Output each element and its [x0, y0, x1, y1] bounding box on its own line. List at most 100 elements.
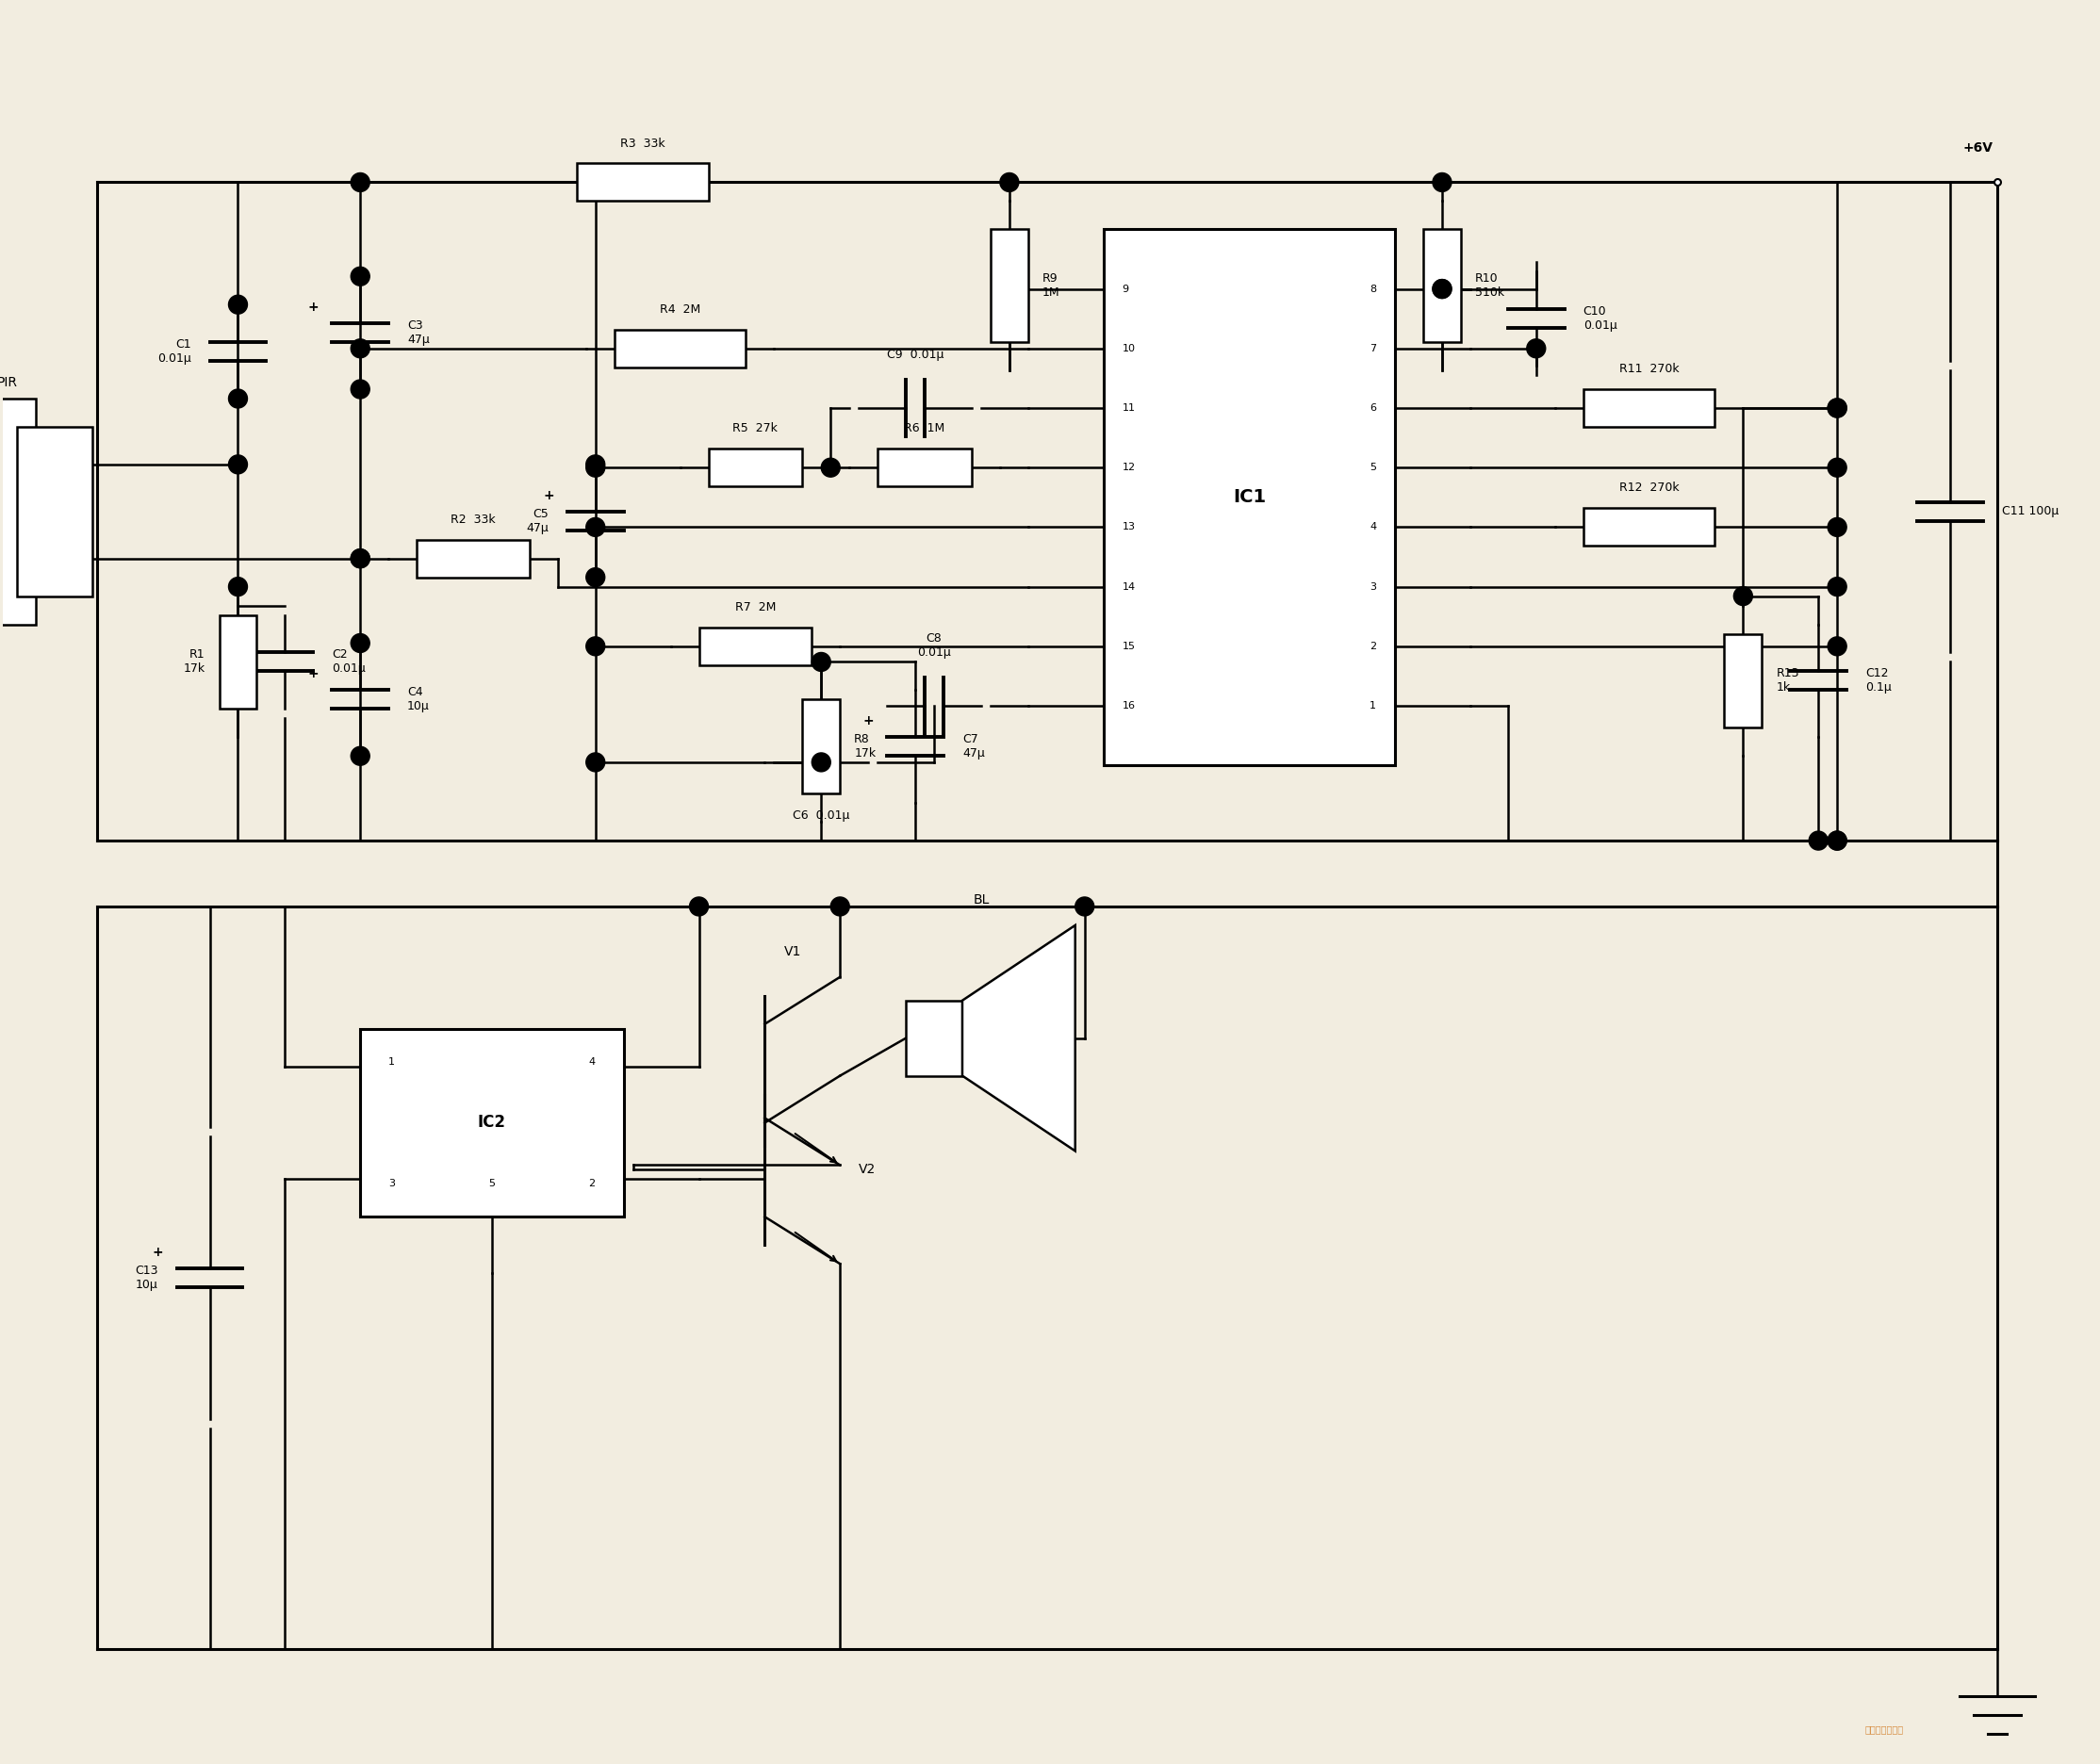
Text: R10
510k: R10 510k: [1474, 273, 1504, 298]
Bar: [991, 229, 1029, 342]
Circle shape: [351, 173, 370, 192]
Text: R1
17k: R1 17k: [183, 649, 206, 676]
Text: C9  0.01μ: C9 0.01μ: [886, 349, 943, 362]
Text: IC2: IC2: [479, 1115, 506, 1131]
Bar: [802, 700, 840, 794]
Text: +: +: [309, 302, 319, 314]
Circle shape: [351, 633, 370, 653]
Text: 12: 12: [1121, 462, 1136, 473]
Text: 3: 3: [1369, 582, 1376, 591]
Text: +: +: [153, 1245, 164, 1259]
Text: 10: 10: [1121, 344, 1136, 353]
Text: C11 100μ: C11 100μ: [2001, 505, 2058, 517]
Text: R9
1M: R9 1M: [1042, 273, 1060, 298]
Bar: [0, 399, 36, 624]
Text: 13: 13: [1121, 522, 1136, 531]
Text: 4: 4: [588, 1057, 596, 1067]
Circle shape: [229, 390, 248, 407]
Text: BL: BL: [972, 893, 989, 907]
Text: C7
47μ: C7 47μ: [962, 734, 985, 760]
Circle shape: [832, 898, 848, 916]
Bar: [708, 448, 802, 487]
Circle shape: [586, 455, 605, 475]
Circle shape: [229, 455, 248, 475]
Text: 7: 7: [1369, 344, 1376, 353]
Text: R6  1M: R6 1M: [905, 422, 945, 434]
Text: 2: 2: [1369, 642, 1376, 651]
Text: 1: 1: [1369, 700, 1376, 711]
Circle shape: [586, 753, 605, 771]
Circle shape: [1827, 637, 1846, 656]
Text: R11  270k: R11 270k: [1619, 363, 1680, 376]
Text: 维库电子市场网: 维库电子市场网: [1865, 1725, 1903, 1734]
Circle shape: [689, 898, 708, 916]
Circle shape: [1827, 831, 1846, 850]
Text: R2  33k: R2 33k: [452, 513, 496, 526]
Text: 4: 4: [1369, 522, 1376, 531]
Text: 9: 9: [1121, 284, 1130, 293]
Circle shape: [813, 653, 832, 672]
Bar: [1424, 229, 1462, 342]
Text: +: +: [544, 489, 554, 503]
Text: C5
47μ: C5 47μ: [525, 508, 548, 534]
Text: 5: 5: [489, 1178, 496, 1189]
Circle shape: [351, 266, 370, 286]
Text: R13
1k: R13 1k: [1777, 667, 1800, 693]
Circle shape: [586, 517, 605, 536]
Circle shape: [1432, 279, 1451, 298]
Text: R5  27k: R5 27k: [733, 422, 777, 434]
Text: R7  2M: R7 2M: [735, 602, 775, 614]
Text: 11: 11: [1121, 404, 1136, 413]
Circle shape: [351, 339, 370, 358]
Circle shape: [229, 577, 248, 596]
Circle shape: [1808, 831, 1827, 850]
Circle shape: [1827, 459, 1846, 476]
Text: R12  270k: R12 270k: [1619, 482, 1680, 494]
Text: C12
0.1μ: C12 0.1μ: [1865, 667, 1892, 693]
Circle shape: [351, 746, 370, 766]
Circle shape: [1827, 517, 1846, 536]
Text: IC1: IC1: [1233, 489, 1266, 506]
Text: R8
17k: R8 17k: [855, 734, 876, 760]
Circle shape: [1000, 173, 1018, 192]
Text: C6  0.01μ: C6 0.01μ: [794, 810, 851, 822]
Text: C3
47μ: C3 47μ: [407, 319, 431, 346]
Bar: [17, 427, 92, 596]
Text: +: +: [863, 714, 874, 729]
Text: C4
10μ: C4 10μ: [407, 686, 431, 713]
Circle shape: [1432, 173, 1451, 192]
Text: R3  33k: R3 33k: [620, 138, 666, 150]
Polygon shape: [962, 926, 1075, 1150]
Circle shape: [1075, 898, 1094, 916]
Bar: [1724, 633, 1762, 729]
Circle shape: [1827, 831, 1846, 850]
Text: 2: 2: [588, 1178, 596, 1189]
Bar: [878, 448, 972, 487]
Circle shape: [586, 459, 605, 476]
Circle shape: [351, 549, 370, 568]
Text: R4  2M: R4 2M: [659, 303, 701, 316]
Bar: [1583, 390, 1716, 427]
Bar: [699, 628, 813, 665]
Text: V2: V2: [859, 1162, 876, 1177]
Text: 5: 5: [1369, 462, 1376, 473]
Bar: [905, 1000, 962, 1076]
Text: C1
0.01μ: C1 0.01μ: [158, 339, 191, 365]
Text: +: +: [309, 667, 319, 681]
Text: 15: 15: [1121, 642, 1136, 651]
Circle shape: [1827, 577, 1846, 596]
Bar: [615, 330, 746, 367]
Circle shape: [1827, 399, 1846, 418]
Bar: [1583, 508, 1716, 545]
Text: 6: 6: [1369, 404, 1376, 413]
Text: C8
0.01μ: C8 0.01μ: [918, 633, 951, 658]
Circle shape: [1827, 399, 1846, 418]
Bar: [218, 616, 256, 709]
Circle shape: [586, 568, 605, 587]
Text: PIR: PIR: [0, 376, 19, 390]
Text: 16: 16: [1121, 700, 1136, 711]
Bar: [1102, 229, 1394, 766]
Text: 1: 1: [389, 1057, 395, 1067]
Circle shape: [1527, 339, 1546, 358]
Text: V1: V1: [783, 946, 802, 958]
